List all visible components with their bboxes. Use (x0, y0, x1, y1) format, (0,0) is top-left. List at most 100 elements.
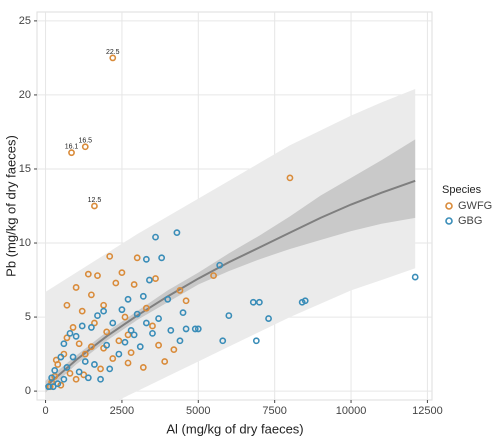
confidence-band (45, 139, 416, 393)
point (81, 358, 89, 365)
point (49, 383, 57, 391)
x-tick-label: 5000 (186, 405, 210, 417)
point (130, 331, 138, 339)
ticks: 0 2500 5000 7500 10000 12500 0 5 10 15 20 25 (19, 15, 443, 417)
point (51, 366, 59, 374)
point (149, 322, 156, 330)
point (411, 273, 419, 281)
point (133, 254, 141, 262)
point (63, 334, 71, 342)
point (152, 275, 159, 282)
point (87, 343, 95, 351)
point (118, 306, 126, 314)
y-tick-label: 0 (25, 385, 31, 397)
point (124, 331, 132, 339)
point (100, 307, 107, 315)
point (158, 254, 166, 262)
point (68, 149, 75, 157)
x-axis-title: Al (mg/kg of dry faeces) (166, 421, 303, 436)
fit-bands (44, 89, 416, 400)
point (182, 325, 190, 333)
points: 22.5 16.516.1 12.5 (45, 49, 419, 391)
point (130, 281, 138, 288)
point (109, 355, 117, 362)
point (219, 337, 227, 345)
point (136, 343, 144, 351)
point (176, 337, 184, 345)
point (63, 301, 71, 309)
point (167, 326, 175, 334)
point (249, 298, 257, 306)
legend-title: Species (442, 184, 482, 196)
legend: GWFG GBG (445, 200, 492, 227)
point (60, 340, 68, 348)
point (179, 309, 187, 317)
legend-label: GBG (458, 215, 482, 227)
point (94, 312, 101, 319)
point (87, 324, 95, 331)
point (109, 54, 117, 62)
point (75, 368, 83, 376)
point (139, 364, 147, 371)
annotation: 12.5 (88, 197, 102, 204)
point (298, 298, 306, 306)
point (78, 322, 86, 330)
point (48, 374, 56, 382)
annotation: 16.1 (65, 144, 79, 151)
point (146, 276, 153, 284)
point (91, 202, 98, 210)
point (155, 315, 162, 322)
point (164, 295, 172, 303)
point (72, 332, 80, 340)
y-tick-label: 25 (19, 15, 31, 27)
point (252, 337, 260, 345)
point (72, 284, 80, 291)
point (57, 353, 65, 361)
point (60, 375, 68, 383)
x-tick-label: 7500 (262, 405, 286, 417)
point (97, 365, 104, 373)
point (66, 329, 74, 337)
point (109, 319, 117, 327)
point (139, 292, 147, 300)
point (173, 229, 181, 237)
point (81, 143, 89, 151)
point (124, 295, 132, 303)
point (225, 312, 233, 319)
point (152, 233, 159, 241)
point (127, 326, 135, 334)
point (69, 324, 77, 331)
point (216, 261, 224, 269)
x-tick-label: 12500 (412, 405, 443, 417)
point (81, 350, 89, 358)
point (133, 310, 141, 318)
point (69, 353, 77, 361)
point (118, 269, 126, 277)
y-tick-label: 20 (19, 89, 31, 101)
point (84, 374, 92, 382)
y-tick-label: 10 (19, 237, 31, 249)
point (106, 252, 114, 260)
y-tick-label: 5 (25, 311, 31, 323)
point (84, 270, 92, 278)
point (112, 279, 120, 287)
point (75, 340, 83, 348)
x-tick-label: 10000 (336, 405, 367, 417)
point (103, 328, 111, 336)
point (155, 341, 162, 349)
point (286, 174, 294, 182)
point (66, 369, 74, 377)
legend-label: GWFG (458, 200, 492, 212)
legend-marker (445, 217, 453, 225)
y-tick-label: 15 (19, 163, 31, 175)
point (103, 341, 111, 349)
point (176, 287, 184, 294)
point (170, 346, 178, 354)
point (161, 358, 169, 365)
point (210, 272, 217, 280)
point (97, 375, 104, 383)
point (106, 365, 114, 373)
prediction-band (45, 89, 416, 400)
point (72, 375, 80, 383)
